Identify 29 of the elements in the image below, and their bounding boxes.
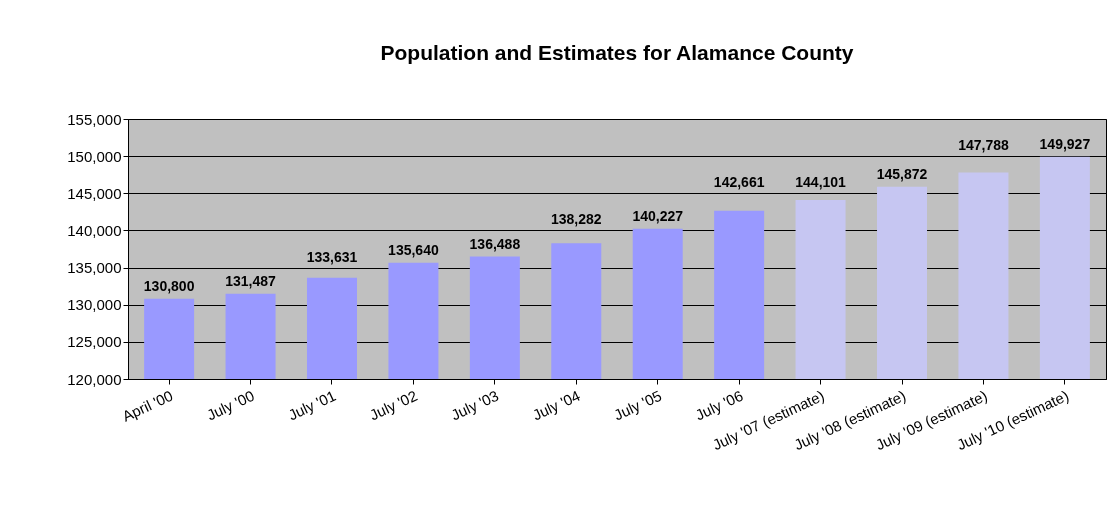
y-tick-label: 145,000 [67,184,122,202]
data-label: 149,927 [1039,135,1091,152]
data-label: 133,631 [306,248,358,265]
y-tick-label: 120,000 [67,370,122,388]
data-label: 140,227 [632,207,684,224]
data-label: 144,101 [795,174,847,191]
x-tick-label: July '05 [611,386,665,424]
x-tick-label: July '06 [692,386,746,424]
y-tick-label: 130,000 [67,296,122,314]
x-tick-label: July '03 [448,386,502,424]
x-tick-label: July '00 [204,386,257,424]
x-tick-label: July '02 [366,386,420,424]
data-label: 136,488 [469,235,521,252]
data-label: 147,788 [958,137,1009,154]
x-tick-label: July '04 [529,386,583,424]
chart-title: Population and Estimates for Alamance County [380,41,854,64]
x-tick-label: April '00 [119,386,176,425]
y-tick-label: 155,000 [67,110,122,128]
y-tick-label: 135,000 [67,259,122,277]
data-label: 135,640 [388,241,439,258]
y-tick-label: 140,000 [67,221,122,239]
y-tick-label: 125,000 [67,333,122,351]
data-label: 131,487 [225,272,277,289]
data-label: 138,282 [550,211,602,228]
data-label: 142,661 [713,174,765,191]
data-label: 145,872 [876,165,928,182]
y-tick-label: 150,000 [67,147,122,165]
data-label: 130,800 [143,277,195,294]
x-tick-label: July '01 [285,386,339,424]
